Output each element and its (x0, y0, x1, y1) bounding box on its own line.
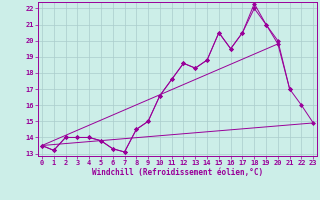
X-axis label: Windchill (Refroidissement éolien,°C): Windchill (Refroidissement éolien,°C) (92, 168, 263, 177)
